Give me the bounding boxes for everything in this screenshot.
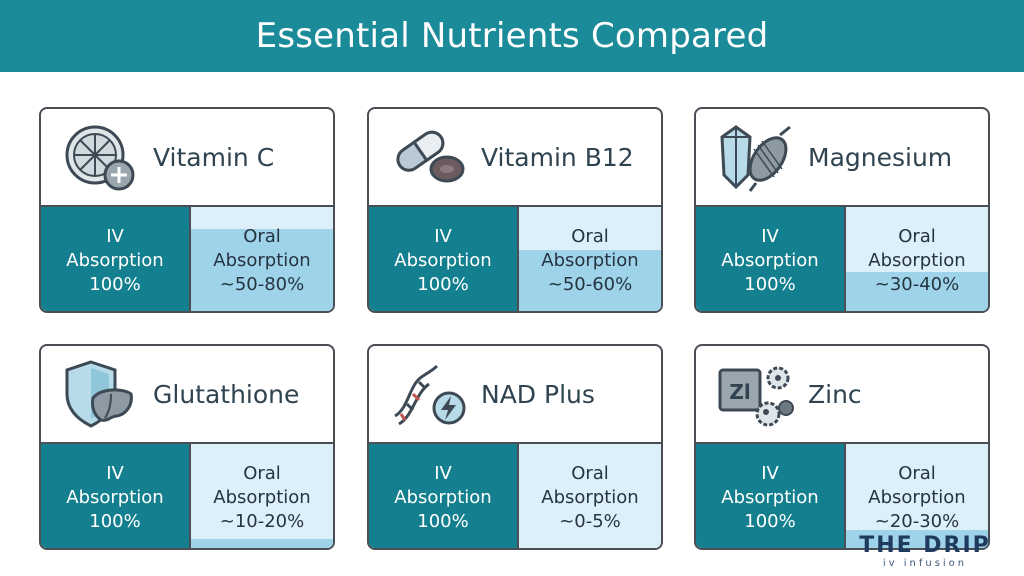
iv-absorption-panel: IV Absorption 100%	[41, 207, 189, 311]
nutrient-name: Magnesium	[808, 142, 953, 172]
oral-absorption-value: ~0-5%	[559, 511, 621, 532]
iv-absorption-label: Absorption	[721, 250, 819, 271]
oral-absorption-label: Absorption	[868, 487, 966, 508]
iv-absorption-panel: IV Absorption 100%	[369, 207, 517, 311]
absorption-comparison: IV Absorption 100% Oral Absorption ~50-6…	[369, 205, 661, 311]
oral-label: Oral	[898, 226, 936, 247]
iv-label: IV	[434, 226, 452, 247]
oral-absorption-label: Absorption	[541, 487, 639, 508]
oral-label: Oral	[571, 463, 609, 484]
iv-absorption-value: 100%	[89, 511, 141, 532]
brand-logo-wordmark: THE DRIP	[859, 533, 991, 558]
brand-logo-tagline: iv infusion	[882, 558, 968, 569]
shield-liver-icon	[61, 358, 139, 430]
iv-label: IV	[106, 463, 124, 484]
iv-absorption-panel: IV Absorption 100%	[696, 207, 844, 311]
iv-absorption-value: 100%	[744, 274, 796, 295]
iv-absorption-label: Absorption	[66, 250, 164, 271]
iv-label: IV	[434, 463, 452, 484]
oral-absorption-fill	[846, 271, 988, 311]
card-header: NAD Plus	[369, 346, 661, 442]
oral-label: Oral	[243, 463, 281, 484]
iv-label: IV	[761, 463, 779, 484]
iv-absorption-value: 100%	[744, 511, 796, 532]
absorption-comparison: IV Absorption 100% Oral Absorption ~0-5%	[369, 442, 661, 548]
card-header: Zl Zinc	[696, 346, 988, 442]
iv-absorption-label: Absorption	[394, 487, 492, 508]
nutrient-name: Glutathione	[153, 379, 300, 409]
oral-absorption-panel: Oral Absorption ~30-40%	[844, 207, 988, 311]
brand-logo: THE DRIP iv infusion	[852, 534, 998, 574]
absorption-comparison: IV Absorption 100% Oral Absorption ~10-2…	[41, 442, 333, 548]
iv-absorption-value: 100%	[89, 274, 141, 295]
iv-absorption-panel: IV Absorption 100%	[41, 444, 189, 548]
oral-absorption-value: ~50-60%	[547, 274, 633, 295]
iv-absorption-label: Absorption	[66, 487, 164, 508]
oral-absorption-panel: Oral Absorption ~0-5%	[517, 444, 661, 548]
oral-absorption-label: Absorption	[213, 487, 311, 508]
zinc-element-symbol: Zl	[729, 380, 750, 404]
oral-label: Oral	[898, 463, 936, 484]
oral-absorption-label: Absorption	[868, 250, 966, 271]
zinc-element-cells-icon: Zl	[716, 358, 794, 430]
card-header: Magnesium	[696, 109, 988, 205]
nutrient-name: Zinc	[808, 379, 862, 409]
nutrient-card-magnesium: Magnesium IV Absorption 100% Oral Absorp…	[694, 107, 990, 313]
citrus-slice-plus-icon	[61, 121, 139, 193]
nutrient-name: Vitamin C	[153, 142, 275, 172]
nutrient-card-vitamin-c: Vitamin C IV Absorption 100% Oral Absorp…	[39, 107, 335, 313]
absorption-comparison: IV Absorption 100% Oral Absorption ~20-3…	[696, 442, 988, 548]
iv-absorption-panel: IV Absorption 100%	[369, 444, 517, 548]
capsule-and-cell-icon	[389, 121, 467, 193]
oral-absorption-panel: Oral Absorption ~20-30%	[844, 444, 988, 548]
nutrient-card-nad-plus: NAD Plus IV Absorption 100% Oral Absorpt…	[367, 344, 663, 550]
iv-absorption-value: 100%	[417, 274, 469, 295]
oral-absorption-panel: Oral Absorption ~50-60%	[517, 207, 661, 311]
iv-absorption-value: 100%	[417, 511, 469, 532]
nutrient-card-vitamin-b12: Vitamin B12 IV Absorption 100% Oral Abso…	[367, 107, 663, 313]
card-header: Vitamin C	[41, 109, 333, 205]
nutrient-card-glutathione: Glutathione IV Absorption 100% Oral Abso…	[39, 344, 335, 550]
oral-label: Oral	[243, 226, 281, 247]
iv-absorption-label: Absorption	[721, 487, 819, 508]
iv-absorption-panel: IV Absorption 100%	[696, 444, 844, 548]
crystal-and-muscle-icon	[716, 121, 794, 193]
card-header: Vitamin B12	[369, 109, 661, 205]
iv-label: IV	[106, 226, 124, 247]
oral-absorption-value: ~50-80%	[219, 274, 305, 295]
oral-absorption-value: ~10-20%	[219, 511, 305, 532]
iv-absorption-label: Absorption	[394, 250, 492, 271]
dna-lightning-icon	[389, 358, 467, 430]
oral-absorption-value: ~20-30%	[874, 511, 960, 532]
oral-absorption-label: Absorption	[213, 250, 311, 271]
oral-absorption-fill	[846, 530, 988, 548]
title-banner: Essential Nutrients Compared	[0, 0, 1024, 72]
oral-absorption-label: Absorption	[541, 250, 639, 271]
absorption-comparison: IV Absorption 100% Oral Absorption ~50-8…	[41, 205, 333, 311]
oral-absorption-fill	[519, 250, 661, 311]
nutrient-name: Vitamin B12	[481, 142, 634, 172]
oral-absorption-fill	[191, 228, 333, 311]
oral-label: Oral	[571, 226, 609, 247]
oral-absorption-value: ~30-40%	[874, 274, 960, 295]
absorption-comparison: IV Absorption 100% Oral Absorption ~30-4…	[696, 205, 988, 311]
iv-label: IV	[761, 226, 779, 247]
card-header: Glutathione	[41, 346, 333, 442]
page-title: Essential Nutrients Compared	[255, 16, 769, 56]
nutrient-name: NAD Plus	[481, 379, 595, 409]
nutrient-card-zinc: Zl Zinc IV Absorption 100% Oral Absorpti…	[694, 344, 990, 550]
oral-absorption-panel: Oral Absorption ~10-20%	[189, 444, 333, 548]
oral-absorption-fill	[191, 539, 333, 548]
oral-absorption-panel: Oral Absorption ~50-80%	[189, 207, 333, 311]
